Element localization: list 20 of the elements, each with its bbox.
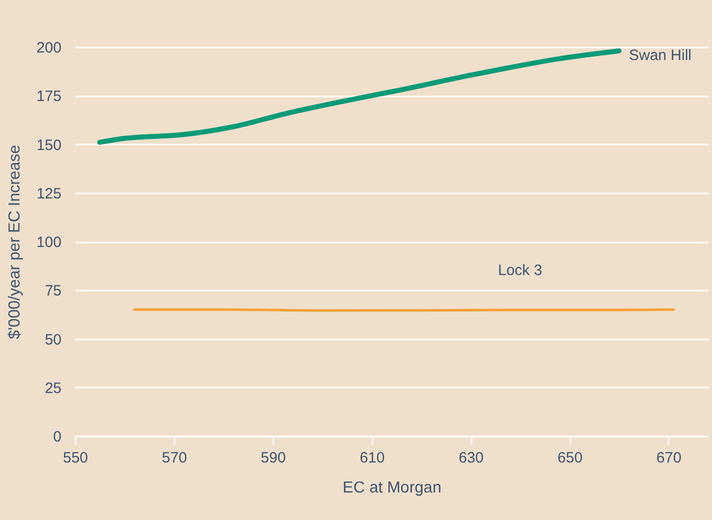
- x-axis-title: EC at Morgan: [342, 480, 442, 496]
- y-tick-label: 0: [53, 428, 62, 446]
- y-tick-label: 150: [36, 136, 62, 154]
- y-tick-label: 25: [44, 380, 62, 397]
- series-label: Swan Hill: [628, 46, 692, 64]
- y-axis-title: $'000/year per EC Increase: [6, 144, 24, 340]
- x-tick-label: 550: [62, 450, 88, 466]
- y-tick-label: 200: [36, 40, 62, 56]
- x-tick-label: 630: [458, 450, 484, 466]
- x-tick-label: 670: [656, 450, 682, 466]
- x-tick-label: 570: [162, 450, 187, 466]
- y-tick-label: 175: [36, 88, 62, 106]
- x-tick-label: 590: [260, 450, 286, 466]
- text: Lock 3: [498, 262, 542, 279]
- y-tick-label: 75: [44, 282, 62, 300]
- y-tick-label: 50: [44, 331, 62, 348]
- y-tick-label: 125: [36, 185, 62, 202]
- x-tick-label: 610: [360, 450, 385, 466]
- y-tick-label: 100: [36, 234, 62, 251]
- x-tick-label: 650: [558, 450, 583, 466]
